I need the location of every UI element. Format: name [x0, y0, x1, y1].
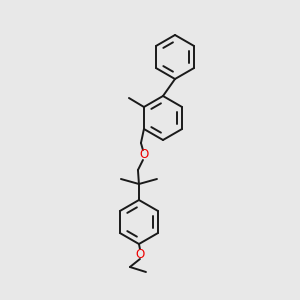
Text: O: O — [139, 148, 148, 161]
Text: O: O — [135, 248, 145, 260]
